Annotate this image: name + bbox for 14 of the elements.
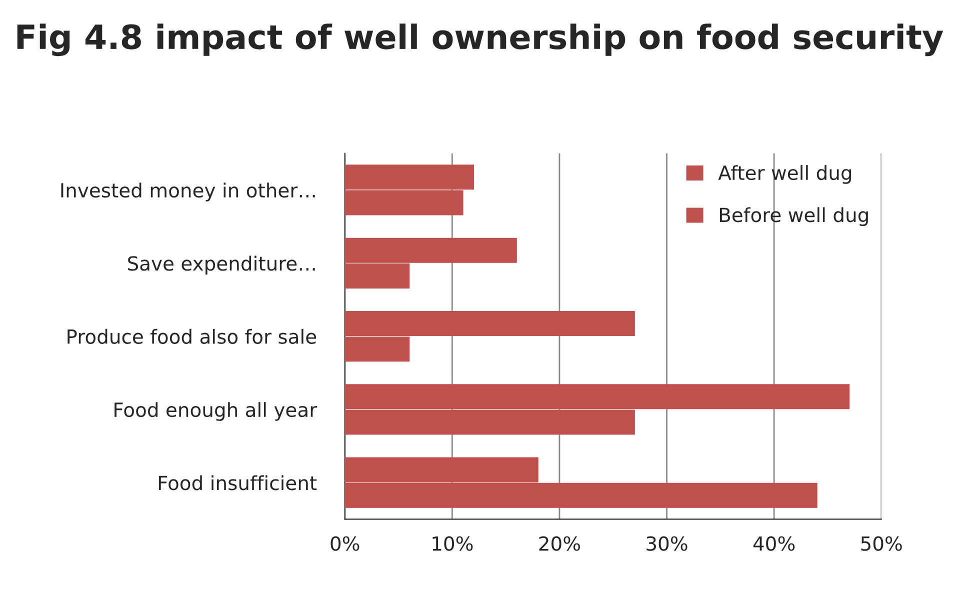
x-tick-label: 50% <box>861 536 902 551</box>
x-tick-label: 30% <box>646 536 688 551</box>
x-tick-label: 20% <box>539 536 580 551</box>
legend-label: Before well dug <box>720 207 868 226</box>
x-tick-label: 10% <box>432 536 473 551</box>
chart-title: Fig 4.8 impact of well ownership on food security <box>17 24 944 56</box>
y-tick-label: Save expenditure… <box>128 256 315 275</box>
y-tick-label: Food insufficient <box>158 475 317 490</box>
x-tick-label: 0% <box>330 536 360 551</box>
y-tick-label: Produce food also for sale <box>68 328 316 344</box>
x-tick-label: 40% <box>753 536 795 551</box>
y-tick-label: Food enough all year <box>114 402 318 421</box>
legend-label: After well dug <box>718 165 852 184</box>
y-tick-label: Invested money in other… <box>61 182 315 202</box>
